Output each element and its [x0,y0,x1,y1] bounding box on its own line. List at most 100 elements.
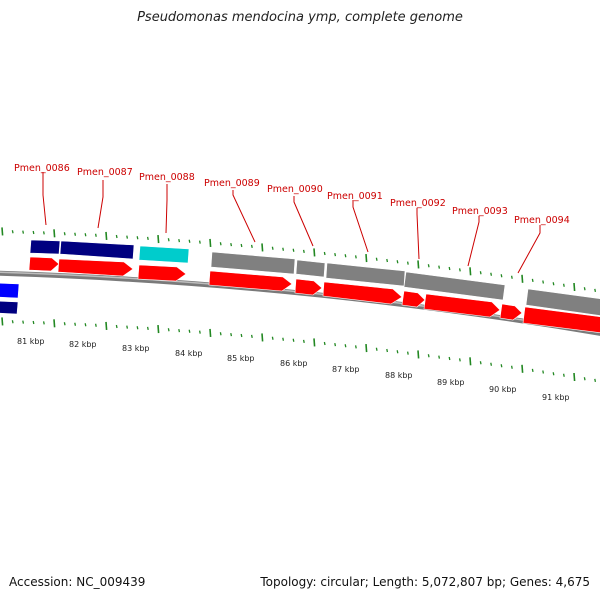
minor-tick [406,261,409,265]
cds-arrow-0088[interactable] [137,264,187,282]
gene-block-0090[interactable] [295,259,326,278]
cds-arrow-0094b[interactable] [522,306,600,334]
cds-arrow-0094a[interactable] [499,303,523,321]
minor-tick [510,365,513,369]
minor-tick [323,251,326,256]
minor-tick [240,243,243,248]
gene-block-left-1[interactable] [0,282,20,299]
kbp-label: 86 kbp [280,359,308,368]
minor-tick [136,326,139,330]
gene-label-0088[interactable]: Pmen_0088 [139,172,195,183]
gene-label-0094[interactable]: Pmen_0094 [514,215,570,226]
major-tick [469,357,472,366]
major-tick [469,267,472,276]
cds-arrow-0086[interactable] [28,256,60,272]
major-tick [53,229,56,238]
minor-tick [594,378,597,383]
minor-tick [583,287,586,291]
minor-tick [386,258,389,263]
minor-tick [292,338,295,342]
major-tick [521,274,524,283]
minor-tick [42,321,45,325]
outer-tick-ring [1,227,597,293]
gene-label-0090[interactable]: Pmen_0090 [267,184,323,195]
gene-label-0092[interactable]: Pmen_0092 [390,198,446,209]
minor-tick [594,288,597,293]
gene-block-0094[interactable] [525,288,600,317]
minor-tick [84,233,87,237]
gene-block-0088[interactable] [138,245,190,264]
label-connectors [42,172,541,274]
minor-tick [188,239,191,243]
major-tick [417,350,420,359]
major-tick [313,248,316,257]
minor-tick [479,271,482,275]
cds-arrow-0092[interactable] [401,290,426,308]
gene-label-0087[interactable]: Pmen_0087 [77,167,133,178]
major-tick [261,243,264,252]
minor-tick [32,320,35,325]
minor-tick [344,254,347,258]
minor-tick [219,332,222,336]
cds-arrow-0087[interactable] [57,258,134,277]
minor-tick [490,362,493,366]
cds-arrow-0089[interactable] [208,270,293,292]
gene-block-0087[interactable] [59,240,135,260]
gene-label-0091[interactable]: Pmen_0091 [327,191,383,202]
genome-summary-text: Topology: circular; Length: 5,072,807 bp… [260,575,590,589]
accession-text: Accession: NC_009439 [9,575,146,589]
minor-tick [282,247,285,251]
major-tick [53,319,56,328]
gene-label-0086[interactable]: Pmen_0086 [14,163,70,174]
gene-block-left-2[interactable] [0,300,19,315]
major-tick [365,254,368,263]
minor-tick [74,232,77,236]
minor-tick [146,236,149,241]
minor-tick [136,236,139,240]
minor-tick [302,249,305,254]
cds-arrow-0090[interactable] [294,278,323,296]
kbp-label: 91 kbp [542,393,570,402]
minor-tick [250,244,253,249]
minor-tick [230,242,233,247]
minor-tick [74,322,77,326]
minor-tick [562,283,565,287]
gene-block-0091[interactable] [325,262,406,287]
minor-tick [500,364,503,368]
minor-tick [552,372,555,376]
minor-tick [375,347,378,351]
major-tick [417,260,420,269]
minor-tick [479,361,482,365]
minor-tick [334,342,337,347]
gene-block-0089[interactable] [210,251,296,275]
minor-tick [386,348,389,353]
kbp-label: 84 kbp [175,349,203,358]
gene-label-0093[interactable]: Pmen_0093 [452,206,508,217]
cds-arrow-0093[interactable] [423,293,501,318]
gene-label-0089[interactable]: Pmen_0089 [204,178,260,189]
minor-tick [292,248,295,252]
minor-tick [167,238,170,242]
major-tick [365,344,368,353]
minor-tick [427,354,430,358]
minor-tick [583,377,586,381]
major-tick [1,227,4,236]
kbp-labels: 81 kbp 82 kbp 83 kbp 84 kbp 85 kbp 86 kb… [17,337,570,402]
gene-track [0,239,600,317]
minor-tick [438,265,441,269]
minor-tick [178,328,181,333]
minor-tick [438,355,441,359]
kbp-label: 82 kbp [69,340,97,349]
minor-tick [240,333,243,338]
minor-tick [219,242,222,246]
cds-arrow-0091[interactable] [322,281,403,305]
gene-block-0086[interactable] [29,239,61,255]
kbp-label: 85 kbp [227,354,255,363]
gene-block-0093[interactable] [403,271,506,301]
kbp-label: 90 kbp [489,385,517,394]
minor-tick [542,370,545,374]
minor-tick [115,324,118,329]
minor-tick [167,328,170,332]
major-tick [521,364,524,373]
minor-tick [344,344,347,348]
